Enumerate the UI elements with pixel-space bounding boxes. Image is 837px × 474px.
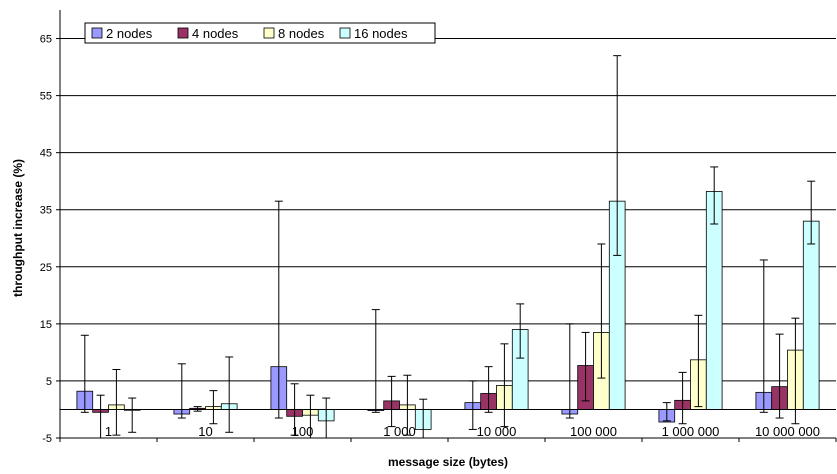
x-tick-label: 10	[198, 424, 212, 439]
x-tick-labels: 1 10 100 1 000 10 000 100 000 1 000 000 10 000 …	[105, 424, 820, 439]
axes	[59, 10, 837, 442]
x-tick-label: 100	[292, 424, 314, 439]
x-tick-label: 1 000 000	[662, 424, 720, 439]
y-tick-label: -5	[42, 433, 52, 445]
x-tick-label: 100 000	[570, 424, 617, 439]
legend-label: 2 nodes	[106, 26, 153, 41]
y-tick-label: 55	[40, 91, 52, 103]
x-tick-label: 10 000	[477, 424, 517, 439]
legend-label: 8 nodes	[278, 26, 325, 41]
legend-swatch	[91, 27, 103, 39]
x-axis-title: message size (bytes)	[388, 455, 508, 469]
y-axis-title: throughput increase (%)	[11, 159, 25, 297]
legend-swatch	[339, 27, 351, 39]
y-tick-label: 15	[40, 319, 52, 331]
y-tick-label: 5	[46, 376, 52, 388]
legend: 2 nodes 4 nodes 8 nodes 16 nodes	[84, 22, 436, 44]
legend-label: 4 nodes	[192, 26, 239, 41]
x-tick-label: 10 000 000	[755, 424, 820, 439]
legend-label: 16 nodes	[354, 26, 408, 41]
legend-swatch	[177, 27, 189, 39]
x-tick-label: 1 000	[383, 424, 416, 439]
y-tick-label: 65	[40, 34, 52, 46]
x-tick-label: 1	[105, 424, 112, 439]
bar-16-nodes-7	[802, 220, 820, 410]
y-tick-label: 45	[40, 148, 52, 160]
legend-swatch	[263, 27, 275, 39]
y-tick-labels: -5 5 15 25 35 45 55 65	[40, 34, 52, 445]
y-tick-label: 35	[40, 205, 52, 217]
y-tick-label: 25	[40, 262, 52, 274]
